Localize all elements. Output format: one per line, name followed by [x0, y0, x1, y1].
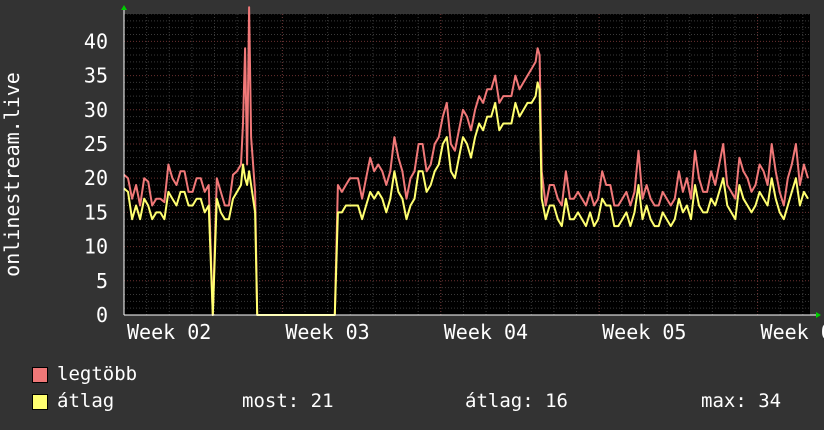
y-tick-label: 40 [84, 29, 108, 53]
y-tick-label: 20 [84, 166, 108, 190]
y-tick-label: 10 [84, 235, 108, 259]
x-tick-label: Week 06 [761, 320, 824, 344]
y-tick-label: 30 [84, 98, 108, 122]
stat-avg: átlag: 16 [465, 390, 568, 412]
x-tick-label: Week 03 [285, 320, 369, 344]
series-line-max [123, 6, 809, 316]
legend-swatch-max [32, 367, 48, 383]
legend-label-max: legtöbb [57, 363, 138, 385]
y-tick-label: 5 [96, 269, 108, 293]
y-axis-arrow-icon [121, 5, 127, 10]
y-axis-label: onlinestream.live [0, 72, 24, 277]
x-tick-label: Week 05 [602, 320, 686, 344]
y-tick-label: 25 [84, 132, 108, 156]
stat-max: max: 34 [701, 390, 782, 412]
y-tick-label: 15 [84, 200, 108, 224]
y-tick-label: 35 [84, 64, 108, 88]
stat-now: most: 21 [242, 390, 334, 412]
series-line-avg [123, 81, 809, 316]
x-tick-label: Week 04 [444, 320, 528, 344]
y-tick-label: 0 [96, 303, 108, 327]
legend-swatch-avg [32, 394, 48, 410]
x-tick-label: Week 02 [127, 320, 211, 344]
x-axis-arrow-icon [816, 312, 821, 318]
legend-label-avg: átlag [57, 390, 115, 412]
